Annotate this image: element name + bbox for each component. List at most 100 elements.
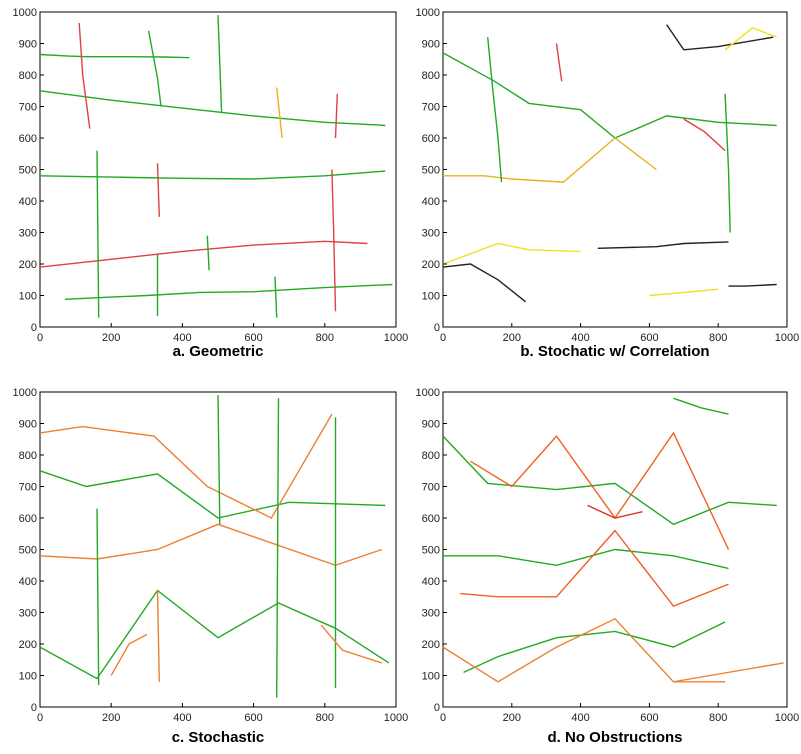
y-tick-label: 700: [422, 482, 440, 494]
series-line-3: [442, 242, 581, 265]
series-line-2: [39, 170, 386, 180]
x-tick-label: 600: [640, 712, 658, 724]
y-tick-label: 300: [19, 228, 37, 240]
series-line-7: [96, 150, 100, 318]
series-line-1: [442, 52, 777, 139]
series-line-3: [39, 240, 368, 268]
y-tick-label: 700: [422, 102, 440, 114]
series-line-2: [39, 523, 383, 567]
y-tick-label: 600: [19, 133, 37, 145]
x-tick-label: 800: [316, 712, 334, 724]
x-tick-label: 0: [440, 332, 446, 344]
y-tick-label: 1000: [416, 387, 440, 399]
y-tick-label: 600: [19, 513, 37, 525]
series-line-4: [39, 413, 333, 519]
y-tick-label: 700: [19, 102, 37, 114]
panel-title: d. No Obstructions: [548, 729, 683, 746]
series-line-11: [683, 118, 726, 152]
x-tick-label: 800: [316, 332, 334, 344]
series-line-9: [217, 15, 223, 113]
x-tick-label: 600: [244, 332, 262, 344]
y-tick-label: 1000: [13, 387, 37, 399]
y-tick-label: 400: [422, 576, 440, 588]
x-tick-label: 200: [503, 712, 521, 724]
y-tick-label: 700: [19, 482, 37, 494]
y-tick-label: 500: [422, 545, 440, 557]
series-line-11: [334, 93, 338, 139]
y-tick-label: 400: [19, 196, 37, 208]
y-tick-label: 1000: [416, 7, 440, 19]
series-line-7: [587, 504, 643, 519]
y-tick-label: 400: [19, 576, 37, 588]
series-line-9: [724, 27, 777, 51]
series-line-8: [666, 24, 774, 51]
y-tick-label: 400: [422, 196, 440, 208]
series-line-1: [442, 435, 777, 526]
y-tick-label: 200: [19, 259, 37, 271]
series-line-7: [96, 508, 100, 686]
y-tick-label: 900: [19, 419, 37, 431]
series-line-6: [442, 617, 784, 683]
x-tick-label: 400: [571, 332, 589, 344]
series-line-6: [78, 22, 91, 129]
x-tick-label: 600: [244, 712, 262, 724]
y-tick-label: 500: [19, 545, 37, 557]
y-tick-label: 800: [19, 70, 37, 82]
series-line-6: [487, 37, 503, 183]
series-line-13: [156, 163, 160, 217]
series-line-5: [442, 263, 527, 303]
y-tick-label: 0: [31, 702, 37, 714]
x-tick-label: 0: [37, 332, 43, 344]
series-line-2: [470, 431, 730, 550]
y-tick-label: 300: [422, 608, 440, 620]
chart-panel-1: 0 200 400 600 800 1000 0 100 200 300 400 500 600 700 8…: [13, 7, 409, 360]
y-tick-label: 500: [422, 165, 440, 177]
y-tick-label: 300: [19, 608, 37, 620]
panel-title: c. Stochastic: [172, 729, 265, 746]
x-tick-label: 1000: [775, 712, 799, 724]
series-line-11: [320, 624, 383, 664]
x-tick-label: 400: [173, 332, 191, 344]
series-line-4: [64, 283, 393, 300]
y-tick-label: 200: [19, 639, 37, 651]
x-tick-label: 600: [640, 332, 658, 344]
y-tick-label: 1000: [13, 7, 37, 19]
series-line-1: [39, 90, 386, 127]
series-line-5: [217, 395, 221, 525]
x-tick-label: 0: [37, 712, 43, 724]
chart-panel-4: 0 200 400 600 800 1000 0 100 200 300 400 500 600 700 8…: [416, 387, 800, 746]
chart-panel-2: 0 200 400 600 800 1000 0 100 200 300 400 500 600 700 8…: [416, 7, 800, 360]
x-tick-label: 200: [102, 712, 120, 724]
y-tick-label: 800: [422, 450, 440, 462]
series-line-16: [274, 276, 278, 318]
x-tick-label: 200: [102, 332, 120, 344]
y-tick-label: 800: [422, 70, 440, 82]
x-tick-label: 400: [173, 712, 191, 724]
y-tick-label: 800: [19, 450, 37, 462]
series-line-1: [39, 470, 386, 519]
y-tick-label: 100: [422, 671, 440, 683]
y-tick-label: 600: [422, 513, 440, 525]
y-tick-label: 300: [422, 228, 440, 240]
y-tick-label: 100: [19, 671, 37, 683]
y-tick-label: 900: [19, 39, 37, 51]
series-line-10: [724, 93, 731, 233]
series-line-8: [673, 397, 729, 415]
y-tick-label: 0: [434, 322, 440, 334]
y-tick-label: 200: [422, 259, 440, 271]
series-line-5: [39, 53, 190, 59]
series-line-12: [331, 169, 337, 312]
y-tick-label: 900: [422, 39, 440, 51]
y-tick-label: 100: [19, 291, 37, 303]
series-line-3: [443, 548, 729, 570]
series-line-10: [276, 87, 283, 139]
chart-panel-3: 0 200 400 600 800 1000 0 100 200 300 400 500 600 700 8…: [13, 387, 409, 746]
series-line-7: [555, 43, 563, 82]
x-tick-label: 800: [709, 332, 727, 344]
x-tick-label: 200: [503, 332, 521, 344]
series-line-14: [206, 235, 210, 271]
x-tick-label: 800: [709, 712, 727, 724]
series-line-8: [147, 30, 162, 107]
x-tick-label: 0: [440, 712, 446, 724]
